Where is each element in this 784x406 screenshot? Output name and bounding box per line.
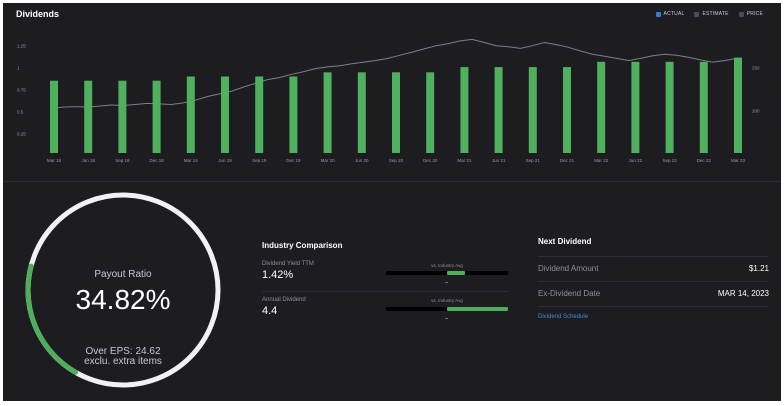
industry-comparison-title: Industry Comparison (262, 241, 343, 250)
payout-ratio-label: Payout Ratio (94, 269, 152, 280)
legend-actual-swatch (655, 11, 661, 17)
dividend-bar (357, 72, 366, 153)
dividend-bar (50, 80, 58, 153)
dividend-bar (460, 67, 469, 153)
legend-price-swatch (738, 11, 744, 17)
price-line (50, 38, 738, 109)
dividend-bar (665, 61, 674, 153)
chart-legend: ACTUAL ESTIMATE PRICE (655, 11, 763, 17)
x-tick-label: Dec 20 (423, 158, 438, 163)
next-dividend-divider-bottom (538, 306, 768, 307)
dividend-bar (563, 67, 571, 153)
x-tick-label: Mar 18 (47, 158, 62, 163)
dividend-bar (255, 76, 264, 153)
dividends-panel: Dividends ACTUAL ESTIMATE PRICE 1.25 1 0.7… (3, 3, 781, 401)
ex-dividend-date-label: Ex-Dividend Date (538, 289, 601, 298)
x-tick-label: Sep 20 (389, 158, 404, 163)
dividend-bar (84, 80, 93, 153)
y2-tick-label: 250 (752, 66, 760, 71)
panel-title: Dividends (16, 9, 60, 19)
x-tick-label: Sep 19 (252, 158, 267, 163)
x-tick-label: Sep 21 (526, 158, 541, 163)
y-tick-label: 0.25 (17, 132, 26, 137)
x-tick-label: Mar 21 (457, 158, 472, 163)
dividend-bar (323, 72, 332, 153)
legend-estimate-swatch (694, 11, 700, 17)
y-tick-label: 0.5 (17, 110, 24, 115)
payout-ratio-value: 34.82% (75, 284, 171, 315)
x-tick-label: Mar 23 (731, 158, 746, 163)
x-tick-label: Mar 22 (594, 158, 609, 163)
dividend-bar (631, 61, 640, 153)
payout-eps-text: Over EPS: 24.62 (85, 346, 161, 357)
dividend-bar (734, 57, 742, 153)
legend-price-label: PRICE (746, 11, 763, 17)
annual-dividend-label: Annual Dividend (262, 297, 306, 303)
x-tick-label: Dec 22 (697, 158, 712, 163)
x-tick-label: Dec 18 (149, 158, 164, 163)
x-tick-label: Jun 18 (81, 158, 95, 163)
annual-dividend-marker (445, 318, 448, 319)
payout-exclusion-text: exclu. extra items (84, 356, 162, 367)
legend-estimate-label: ESTIMATE (702, 11, 729, 17)
dividend-bar (289, 76, 298, 153)
x-tick-label: Mar 19 (184, 158, 199, 163)
y2-tick-label: 200 (752, 109, 760, 114)
dividend-yield-marker (445, 282, 448, 283)
dividend-bar (494, 67, 503, 153)
next-dividend-divider-mid (538, 281, 768, 282)
x-tick-label: Jun 21 (492, 158, 506, 163)
x-tick-label: Jun 22 (629, 158, 643, 163)
x-tick-label: Dec 19 (286, 158, 301, 163)
dividend-bar (392, 72, 400, 153)
industry-row-divider (262, 291, 508, 292)
y-tick-label: 0.75 (17, 88, 26, 93)
y-tick-label: 1.25 (17, 44, 26, 49)
x-tick-label: Sep 18 (115, 158, 130, 163)
legend-actual[interactable]: ACTUAL (655, 11, 685, 17)
payout-ratio-gauge (25, 192, 221, 388)
dividend-history-chart: 1.25 1 0.75 0.5 0.25 250 200 Mar 18 Jun 18 Sep 18… (17, 38, 760, 163)
legend-estimate[interactable]: ESTIMATE (694, 11, 729, 17)
annual-dividend-value: 4.4 (262, 305, 278, 317)
dividend-yield-vs-label: vs. Industry Avg (431, 263, 463, 268)
ex-dividend-date-value: MAR 14, 2023 (717, 289, 769, 298)
next-dividend-divider-top (538, 256, 768, 257)
legend-price[interactable]: PRICE (738, 11, 763, 17)
x-tick-label: Jun 20 (355, 158, 369, 163)
dividend-bar (118, 80, 127, 153)
dividend-amount-value: $1.21 (748, 264, 769, 273)
legend-actual-label: ACTUAL (663, 11, 685, 17)
dividend-bar (699, 61, 708, 153)
dividend-bar (426, 72, 435, 153)
dividend-yield-label: Dividend Yield TTM (262, 261, 314, 267)
y-tick-label: 1 (17, 66, 20, 71)
x-tick-label: Sep 22 (662, 158, 677, 163)
gauge-fill (25, 263, 78, 375)
x-tick-label: Jun 19 (218, 158, 232, 163)
dividend-bar (186, 76, 195, 153)
dividend-amount-label: Dividend Amount (538, 264, 599, 273)
dividend-schedule-link[interactable]: Dividend Schedule (538, 314, 589, 320)
dividend-bar (221, 76, 229, 153)
next-dividend-title: Next Dividend (538, 237, 592, 246)
annual-dividend-bar (447, 307, 508, 311)
dividend-yield-bar (447, 271, 465, 275)
dividend-yield-value: 1.42% (262, 269, 294, 281)
x-tick-label: Dec 21 (560, 158, 575, 163)
x-tick-label: Mar 20 (321, 158, 336, 163)
section-divider (3, 181, 781, 182)
annual-dividend-vs-label: vs. Industry Avg (431, 298, 463, 303)
dividend-bar (528, 67, 537, 153)
dividend-bar (152, 80, 161, 153)
dividend-bar (597, 61, 606, 153)
